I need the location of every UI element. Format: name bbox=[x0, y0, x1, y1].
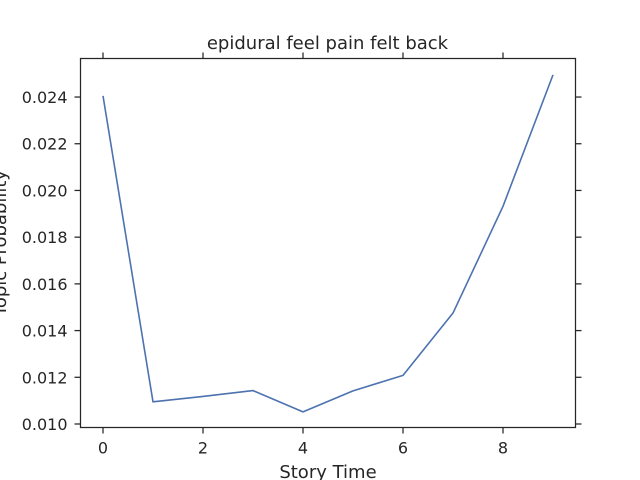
plot-area bbox=[79, 57, 577, 429]
chart-title: epidural feel pain felt back bbox=[207, 33, 449, 54]
x-axis-label: Story Time bbox=[279, 462, 376, 480]
series-group bbox=[102, 74, 554, 413]
x-tick-label: 4 bbox=[298, 439, 308, 458]
y-tick-label: 0.014 bbox=[22, 322, 68, 341]
y-tick-label: 0.024 bbox=[22, 88, 68, 107]
y-tick-label: 0.010 bbox=[22, 415, 68, 434]
y-axis-label: Topic Probability bbox=[0, 170, 11, 317]
x-tick-label: 0 bbox=[98, 439, 108, 458]
tick-labels: 0 2 4 6 8 0.010 0.012 0.014 0.016 0.018 0.020 0.022… bbox=[22, 88, 508, 457]
axis-ticks bbox=[74, 52, 582, 434]
y-tick-label: 0.020 bbox=[22, 181, 68, 200]
x-tick-label: 6 bbox=[398, 439, 408, 458]
y-tick-label: 0.016 bbox=[22, 275, 68, 294]
y-tick-label: 0.012 bbox=[22, 368, 68, 387]
y-tick-label: 0.018 bbox=[22, 228, 68, 247]
y-tick-label: 0.022 bbox=[22, 135, 68, 154]
x-tick-label: 8 bbox=[498, 439, 508, 458]
series-line bbox=[102, 74, 554, 413]
x-tick-label: 2 bbox=[198, 439, 208, 458]
